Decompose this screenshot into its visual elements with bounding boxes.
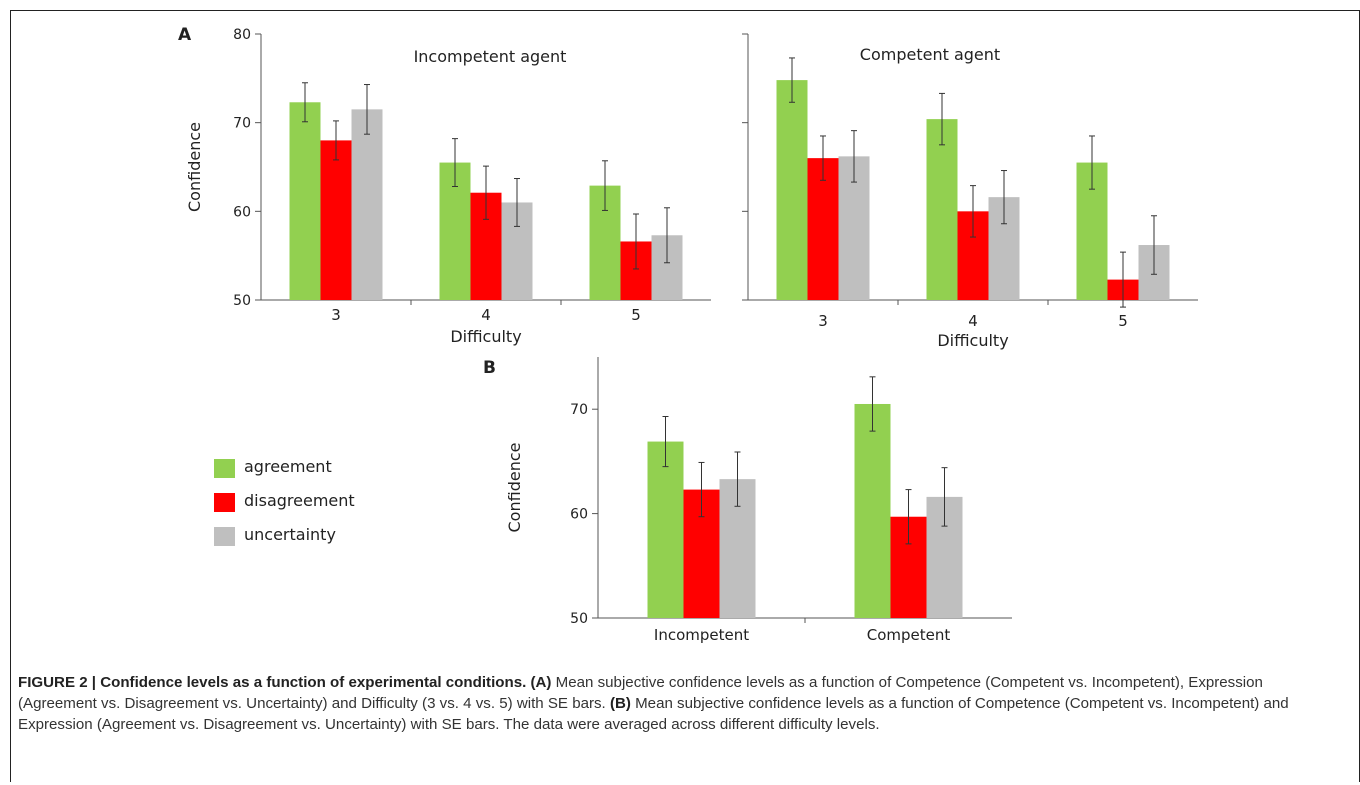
- panel-label-A: A: [178, 25, 192, 45]
- x-tick-label: 4: [481, 306, 491, 324]
- legend-swatch-uncertainty: [214, 527, 235, 546]
- x-tick-label: 3: [818, 312, 828, 330]
- y-tick-label: 50: [570, 611, 588, 627]
- x-tick-label: 4: [968, 312, 978, 330]
- legend-swatch-agreement: [214, 459, 235, 478]
- caption-label: FIGURE 2 | Confidence levels as a functi…: [18, 674, 527, 691]
- figure-caption: FIGURE 2 | Confidence levels as a functi…: [18, 672, 1343, 735]
- legend-label-uncertainty: uncertainty: [244, 525, 336, 544]
- figure-charts: A 50 60 70 80 Incompetent agent Confidence Diff…: [178, 25, 1198, 644]
- legend-label-disagreement: disagreement: [244, 491, 355, 510]
- y-tick-label: 60: [570, 507, 588, 523]
- x-axis-label: Difficulty: [937, 331, 1008, 350]
- chart-title: Incompetent agent: [414, 47, 567, 66]
- x-tick-label: 5: [1118, 312, 1128, 330]
- y-axis-label: Confidence: [505, 443, 524, 533]
- bar-agreement: [647, 441, 684, 618]
- x-tick-label: 5: [631, 306, 641, 324]
- bar-agreement: [926, 119, 958, 301]
- bar-disagreement: [807, 158, 839, 300]
- y-tick-label: 70: [233, 116, 251, 132]
- x-axis-label: Difficulty: [450, 327, 521, 346]
- caption-a-label: (A): [530, 674, 552, 691]
- bar-disagreement: [320, 140, 352, 300]
- y-tick-label: 70: [570, 402, 588, 418]
- chart-title: Competent agent: [860, 45, 1000, 64]
- y-tick-label: 60: [233, 204, 251, 220]
- legend-swatch-disagreement: [214, 493, 235, 512]
- y-tick-label: 80: [233, 27, 251, 43]
- caption-b-text: Mean subjective confidence levels as a f…: [18, 695, 1289, 733]
- y-tick-label: 50: [233, 293, 251, 309]
- panel-label-B: B: [483, 358, 496, 378]
- x-tick-label: 3: [331, 306, 341, 324]
- caption-a-text: Mean subjective confidence levels as a f…: [18, 674, 1263, 712]
- legend-label-agreement: agreement: [244, 457, 332, 476]
- x-tick-label: Incompetent: [654, 626, 749, 644]
- x-tick-label: Competent: [867, 626, 951, 644]
- bar-uncertainty: [351, 109, 383, 300]
- y-axis-label: Confidence: [185, 122, 204, 212]
- bar-agreement: [854, 403, 891, 618]
- caption-b-label: (B): [609, 695, 631, 712]
- bar-agreement: [289, 102, 321, 300]
- bar-agreement: [776, 80, 808, 301]
